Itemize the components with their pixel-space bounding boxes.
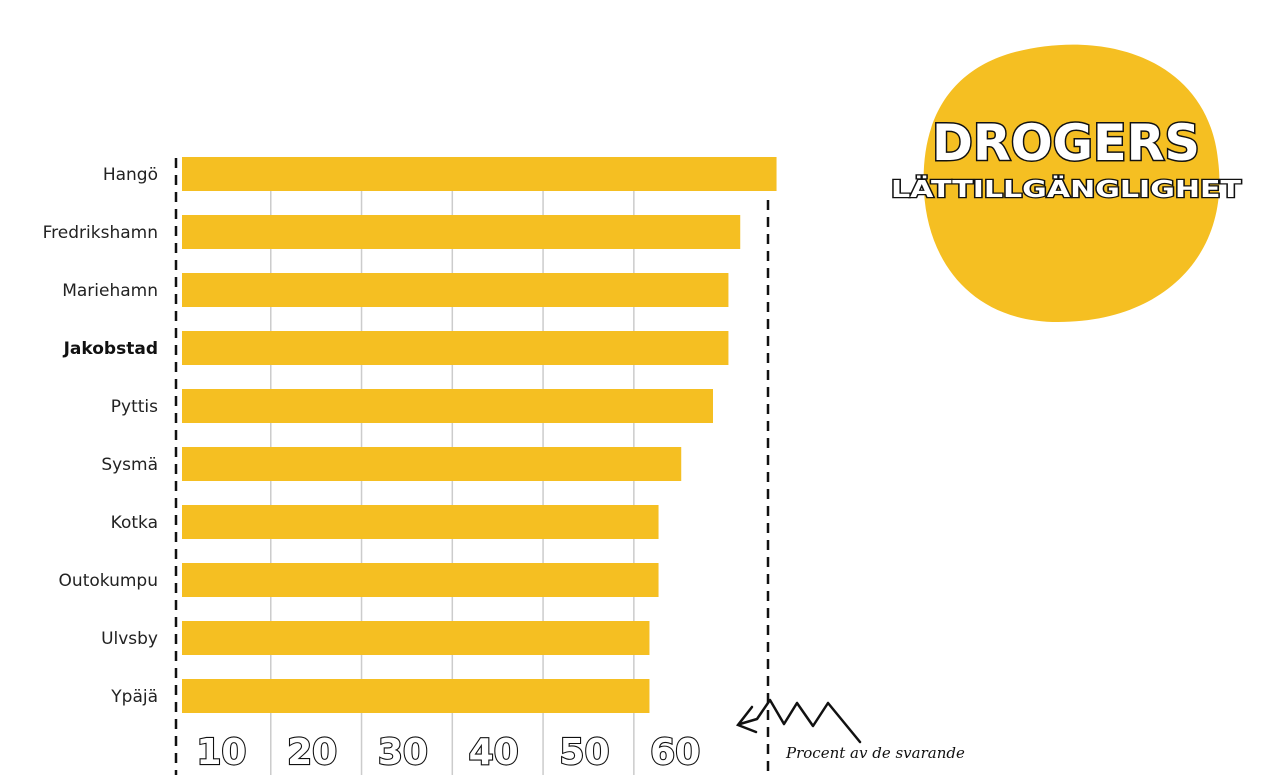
title-block: DROGERS LÄTTILLGÄNGLIGHET	[890, 44, 1243, 322]
bar	[182, 563, 659, 597]
category-label: Sysmä	[101, 455, 158, 475]
bar	[182, 679, 650, 713]
zigzag-arrow-icon	[738, 698, 862, 744]
bar	[182, 505, 659, 539]
chart-title: DROGERS	[932, 114, 1200, 172]
bars	[182, 157, 777, 713]
category-label: Ypäjä	[110, 687, 158, 707]
chart-subtitle: LÄTTILLGÄNGLIGHET	[891, 175, 1241, 203]
bar	[182, 273, 729, 307]
title-blob	[923, 44, 1220, 322]
category-label: Outokumpu	[59, 571, 158, 591]
tick-label: 20	[287, 732, 337, 773]
tick-label: 60	[650, 732, 700, 773]
arrowhead-icon	[735, 705, 758, 734]
category-label: Mariehamn	[62, 281, 158, 301]
category-label: Pyttis	[111, 397, 158, 417]
category-label: Jakobstad	[63, 339, 158, 359]
tick-label: 40	[469, 732, 519, 773]
category-label: Fredrikshamn	[43, 223, 158, 243]
tick-labels: 10 20 30 40 50 60	[195, 731, 701, 774]
annotation-text: Procent av de svarande	[785, 744, 965, 762]
bar	[182, 447, 682, 481]
axes	[174, 158, 770, 775]
bar	[182, 621, 650, 655]
category-label: Kotka	[111, 513, 158, 533]
tick-label: 10	[196, 732, 246, 773]
bar	[182, 389, 713, 423]
category-label: Hangö	[103, 165, 158, 185]
bar	[182, 331, 729, 365]
bar	[182, 215, 741, 249]
category-labels: Hangö Fredrikshamn Mariehamn Jakobstad Pytti…	[43, 165, 158, 707]
tick-label: 30	[378, 732, 428, 773]
bar	[182, 157, 777, 191]
category-label: Ulvsby	[101, 629, 158, 649]
annotation: Procent av de svarande	[735, 698, 965, 762]
tick-label: 50	[559, 732, 609, 773]
